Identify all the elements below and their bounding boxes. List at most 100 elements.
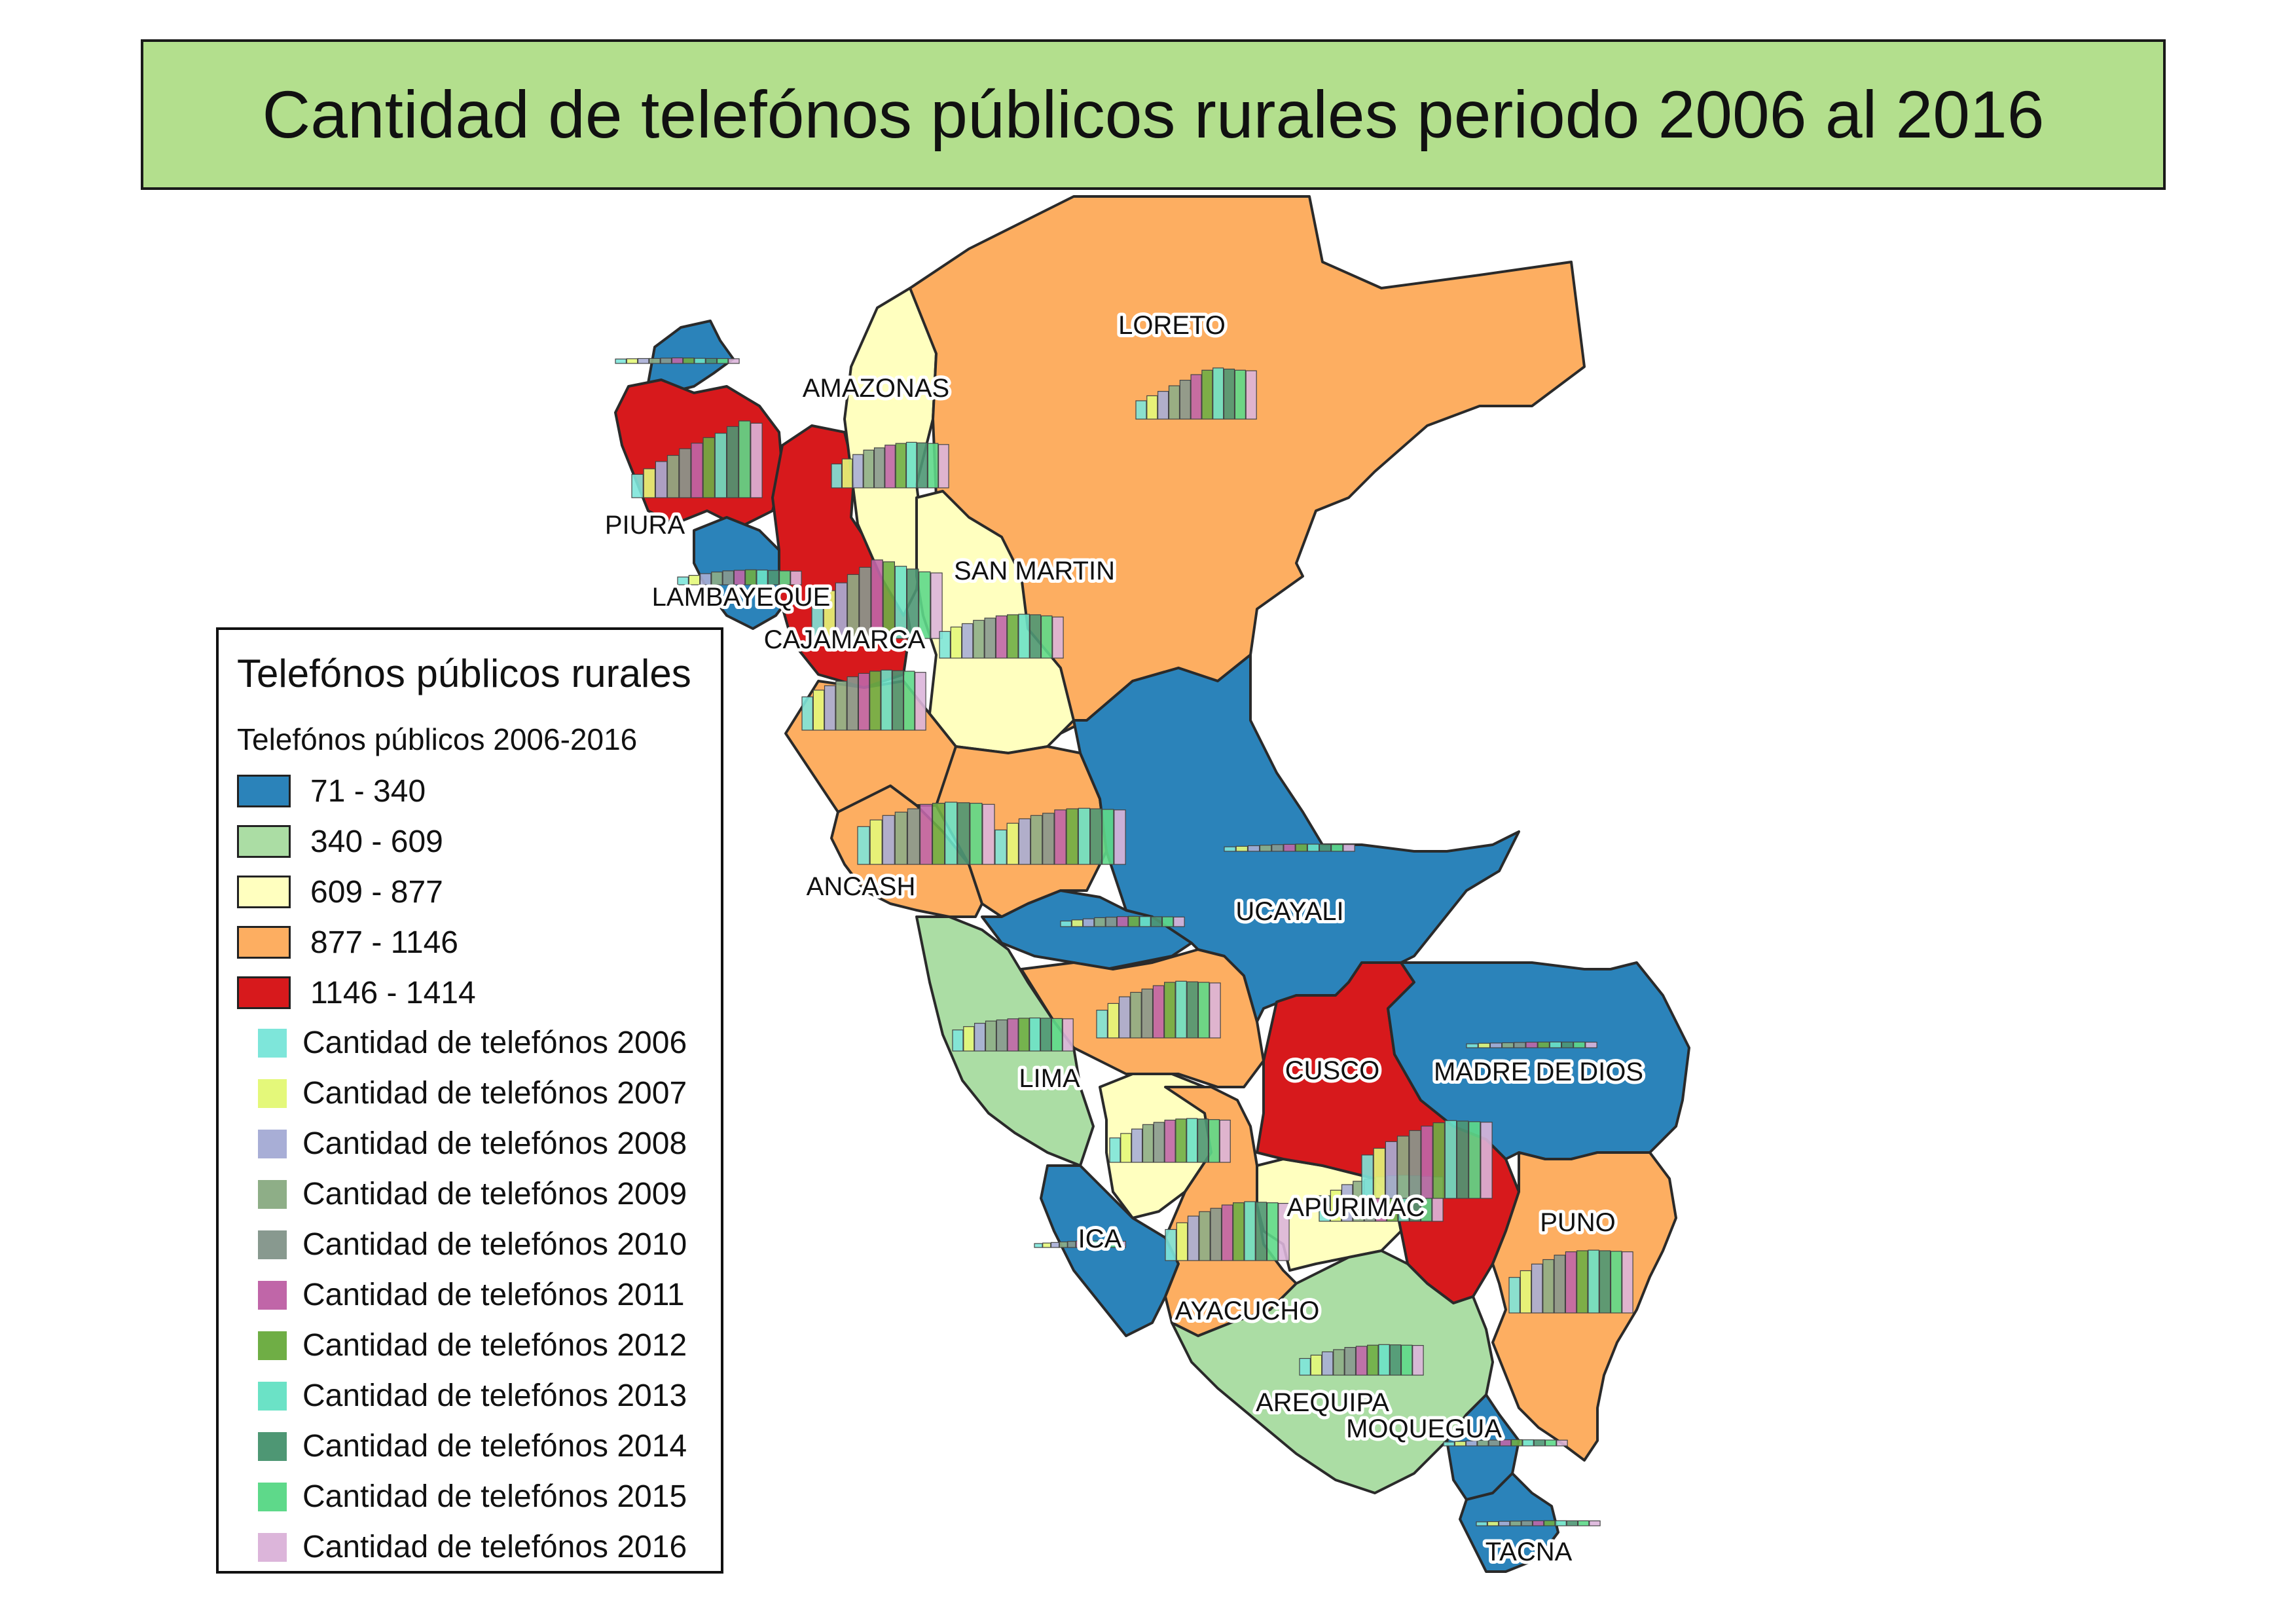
chart-bar-huancavelica-2016 xyxy=(1219,1119,1231,1163)
legend-range-label: 71 - 340 xyxy=(310,774,426,809)
chart-bar-cusco-2014 xyxy=(1456,1120,1469,1199)
chart-bar-apurimac-2006 xyxy=(1319,1195,1330,1222)
chart-bar-apurimac-2009 xyxy=(1353,1181,1364,1222)
chart-bar-junin-2013 xyxy=(1175,980,1187,1039)
chart-bar-moquegua-2016 xyxy=(1556,1439,1568,1447)
region-moquegua xyxy=(1446,1393,1520,1501)
chart-bar-loreto-2016 xyxy=(1245,370,1257,420)
chart-bar-amazonas-2014 xyxy=(917,442,928,489)
legend-year-label: Cantidad de telefónos 2016 xyxy=(302,1530,687,1564)
region-label-apurimac: APURIMAC xyxy=(1286,1193,1425,1222)
legend-year-swatch xyxy=(258,1130,287,1158)
chart-bar-piura-2008 xyxy=(655,461,668,498)
chart-bar-tumbes-2007 xyxy=(626,358,638,364)
chart-bar-la-libertad-2008 xyxy=(824,685,836,731)
legend-year-swatch xyxy=(258,1281,287,1310)
chart-bar-arequipa-2012 xyxy=(1367,1344,1379,1376)
chart-bar-amazonas-2008 xyxy=(852,454,864,489)
chart-bar-tumbes-2012 xyxy=(682,358,695,364)
chart-bar-lima-2012 xyxy=(1018,1018,1030,1052)
chart-bar-puno-2009 xyxy=(1542,1259,1554,1314)
chart-bar-huanuco-2014 xyxy=(1089,808,1102,865)
chart-bar-madre-de-dios-2016 xyxy=(1585,1041,1597,1048)
region-label-arequipa: AREQUIPA xyxy=(1256,1388,1389,1417)
chart-bar-ayacucho-2010 xyxy=(1210,1208,1222,1261)
chart-bar-loreto-2009 xyxy=(1168,385,1180,420)
chart-bar-ica-2012 xyxy=(1084,1240,1093,1248)
chart-bar-arequipa-2010 xyxy=(1344,1347,1357,1376)
legend-range-swatch xyxy=(237,976,291,1009)
chart-bar-puno-2008 xyxy=(1531,1263,1543,1314)
chart-bar-puno-2013 xyxy=(1588,1249,1599,1314)
chart-bar-san-martin-2016 xyxy=(1052,616,1064,659)
chart-bar-ica-2013 xyxy=(1092,1240,1101,1248)
chart-bar-cusco-2009 xyxy=(1396,1135,1410,1199)
legend-year-swatch xyxy=(258,1483,287,1511)
chart-bar-pasco-2006 xyxy=(1060,920,1072,927)
chart-bar-arequipa-2013 xyxy=(1378,1344,1390,1376)
chart-bar-ica-2008 xyxy=(1050,1242,1060,1248)
chart-bar-pasco-2015 xyxy=(1161,916,1174,927)
chart-bar-ucayali-2006 xyxy=(1224,846,1236,852)
legend-range-label: 609 - 877 xyxy=(310,875,443,910)
chart-bar-ancash-2012 xyxy=(932,802,945,865)
chart-bar-arequipa-2014 xyxy=(1389,1344,1402,1376)
chart-bar-ica-2014 xyxy=(1101,1240,1110,1248)
legend-subtitle: Telefónos públicos 2006-2016 xyxy=(237,722,638,756)
chart-bar-la-libertad-2009 xyxy=(835,680,847,731)
legend: Telefónos públicos rurales Telefónos púb… xyxy=(216,627,723,1574)
chart-bar-huanuco-2015 xyxy=(1101,809,1114,865)
chart-bar-piura-2006 xyxy=(631,473,644,498)
chart-bar-loreto-2013 xyxy=(1212,367,1224,420)
chart-bar-ayacucho-2007 xyxy=(1176,1222,1188,1261)
chart-bar-tumbes-2009 xyxy=(649,358,661,364)
chart-bar-lambayeque-2011 xyxy=(733,570,746,585)
chart-bar-huancavelica-2009 xyxy=(1142,1124,1154,1163)
chart-bar-amazonas-2012 xyxy=(895,443,907,489)
chart-bar-arequipa-2007 xyxy=(1310,1354,1322,1376)
chart-bar-ayacucho-2013 xyxy=(1244,1201,1256,1261)
chart-bar-cajamarca-2008 xyxy=(835,582,848,639)
chart-bar-pasco-2016 xyxy=(1173,916,1185,927)
chart-bar-amazonas-2009 xyxy=(863,449,875,489)
chart-bar-ucayali-2014 xyxy=(1319,843,1332,852)
chart-bar-cusco-2016 xyxy=(1480,1122,1493,1199)
chart-bar-amazonas-2013 xyxy=(905,441,917,489)
chart-bar-huancavelica-2007 xyxy=(1120,1133,1132,1163)
chart-bar-huancavelica-2014 xyxy=(1197,1118,1209,1163)
chart-bar-tacna-2014 xyxy=(1566,1520,1578,1526)
legend-year-swatch xyxy=(258,1533,287,1562)
chart-bar-ayacucho-2006 xyxy=(1165,1228,1176,1261)
chart-bar-madre-de-dios-2015 xyxy=(1573,1041,1586,1048)
chart-bar-tacna-2015 xyxy=(1577,1520,1590,1526)
chart-bar-puno-2010 xyxy=(1554,1255,1566,1314)
chart-bar-san-martin-2015 xyxy=(1040,615,1053,659)
chart-bar-tacna-2012 xyxy=(1544,1520,1556,1526)
chart-bar-ica-2009 xyxy=(1059,1241,1068,1248)
chart-bar-junin-2010 xyxy=(1141,988,1154,1039)
chart-bar-ancash-2015 xyxy=(970,802,983,865)
chart-bar-huancavelica-2015 xyxy=(1208,1119,1220,1163)
legend-year-swatch xyxy=(258,1230,287,1259)
chart-bar-huanuco-2008 xyxy=(1018,818,1031,865)
chart-bar-pasco-2011 xyxy=(1116,916,1129,927)
region-label-san-martin: SAN MARTIN xyxy=(954,557,1115,585)
legend-year-label: Cantidad de telefónos 2012 xyxy=(302,1328,687,1363)
chart-bar-ica-2007 xyxy=(1042,1242,1051,1248)
chart-bar-piura-2014 xyxy=(726,426,739,498)
chart-bar-amazonas-2007 xyxy=(841,458,853,489)
legend-range-label: 1146 - 1414 xyxy=(310,976,476,1010)
chart-bar-cusco-2008 xyxy=(1385,1141,1398,1199)
map-title: Cantidad de telefónos públicos rurales p… xyxy=(262,77,2045,152)
chart-bar-moquegua-2013 xyxy=(1522,1439,1534,1447)
chart-bar-huancavelica-2008 xyxy=(1131,1128,1143,1163)
chart-bar-lambayeque-2008 xyxy=(699,573,712,585)
chart-bar-piura-2011 xyxy=(691,443,703,498)
chart-bar-huanuco-2012 xyxy=(1066,808,1078,865)
chart-bar-lambayeque-2014 xyxy=(767,570,780,585)
chart-bar-loreto-2007 xyxy=(1146,395,1158,420)
chart-bar-san-martin-2013 xyxy=(1018,614,1030,659)
chart-bar-ayacucho-2015 xyxy=(1266,1202,1279,1261)
chart-bar-san-martin-2009 xyxy=(973,619,985,659)
chart-bar-moquegua-2008 xyxy=(1465,1440,1478,1447)
